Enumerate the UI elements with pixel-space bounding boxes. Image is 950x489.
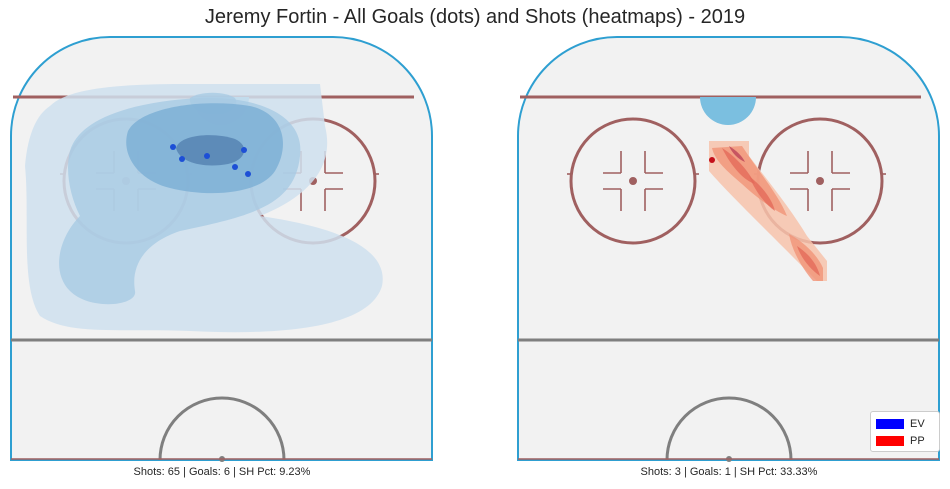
chart-title: Jeremy Fortin - All Goals (dots) and Sho…	[204, 6, 746, 28]
faceoff-circle	[569, 117, 697, 245]
rink-ev-panel	[10, 36, 433, 462]
ev-shot-heatmap	[25, 84, 383, 333]
legend-item-ev: EV	[876, 417, 925, 431]
heatmap-level-4	[729, 146, 745, 162]
rink-surface	[517, 36, 940, 462]
faceoff-dot	[629, 177, 637, 185]
goal-dot	[709, 157, 715, 163]
goal-dot	[241, 147, 247, 153]
pp-goal-dots	[709, 157, 715, 163]
legend-swatch-pp	[876, 436, 904, 446]
goal-dot	[204, 153, 210, 159]
ev-caption: Shots: 65 | Goals: 6 | SH Pct: 9.23%	[133, 466, 311, 478]
rink-boards	[517, 36, 940, 461]
heatmap-level-4	[176, 135, 245, 166]
legend-swatch-ev	[876, 419, 904, 429]
goal-dot	[245, 171, 251, 177]
rink-pp-panel	[517, 36, 940, 462]
legend-item-pp: PP	[876, 434, 925, 448]
goal-dot	[179, 156, 185, 162]
legend-label-pp: PP	[910, 435, 925, 447]
ev-goal-dots	[170, 144, 251, 177]
pp-shot-heatmap	[709, 141, 827, 281]
faceoff-dot	[816, 177, 824, 185]
center-circle	[665, 396, 793, 461]
heatmap-level-3	[722, 148, 755, 184]
pp-caption: Shots: 3 | Goals: 1 | SH Pct: 33.33%	[640, 466, 818, 478]
heatmap-level-3b	[749, 176, 775, 211]
goal-dot	[232, 164, 238, 170]
center-circle	[158, 396, 286, 461]
goal-dot	[170, 144, 176, 150]
legend: EV PP	[870, 411, 940, 452]
legend-label-ev: EV	[910, 418, 925, 430]
goal-crease	[700, 97, 756, 125]
heatmap-level-3c	[797, 246, 820, 276]
